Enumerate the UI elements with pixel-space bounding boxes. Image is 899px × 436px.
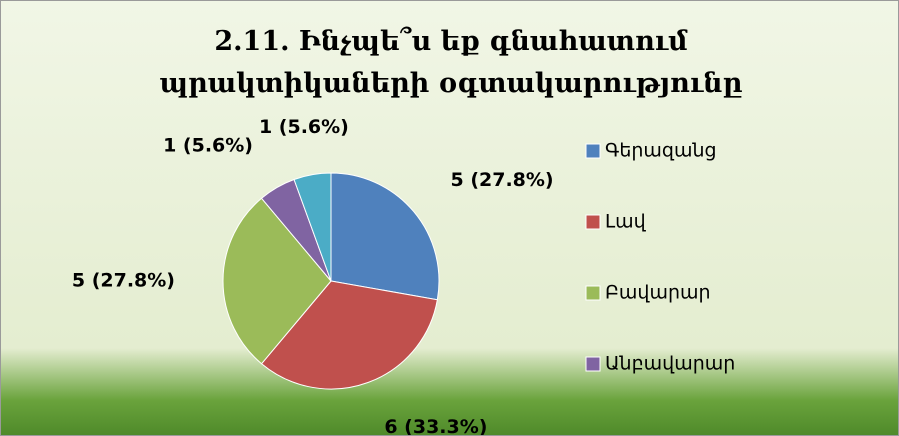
data-label: 5 (27.8%) bbox=[451, 169, 554, 191]
pie-slice bbox=[330, 172, 440, 301]
legend-label: Անբավարար bbox=[605, 353, 735, 375]
legend-swatch bbox=[585, 143, 601, 159]
legend-swatch bbox=[585, 285, 601, 301]
pie-slice bbox=[222, 197, 332, 365]
data-label: 1 (5.6%) bbox=[163, 134, 253, 156]
pie-slice bbox=[293, 172, 332, 282]
data-label: 6 (33.3%) bbox=[384, 416, 487, 435]
data-label: 5 (27.8%) bbox=[72, 270, 175, 292]
legend-label: Գերազանց bbox=[605, 140, 717, 162]
chart-title: 2.11. Ինչպե՞ս եք գնահատում պրակտիկաների … bbox=[159, 26, 743, 99]
pie-slice bbox=[260, 280, 438, 390]
legend-swatch bbox=[585, 214, 601, 230]
legend-swatch bbox=[585, 356, 601, 372]
data-label: 1 (5.6%) bbox=[259, 116, 349, 138]
legend-label: Բավարար bbox=[605, 282, 711, 304]
legend-label: Լավ bbox=[605, 211, 647, 233]
